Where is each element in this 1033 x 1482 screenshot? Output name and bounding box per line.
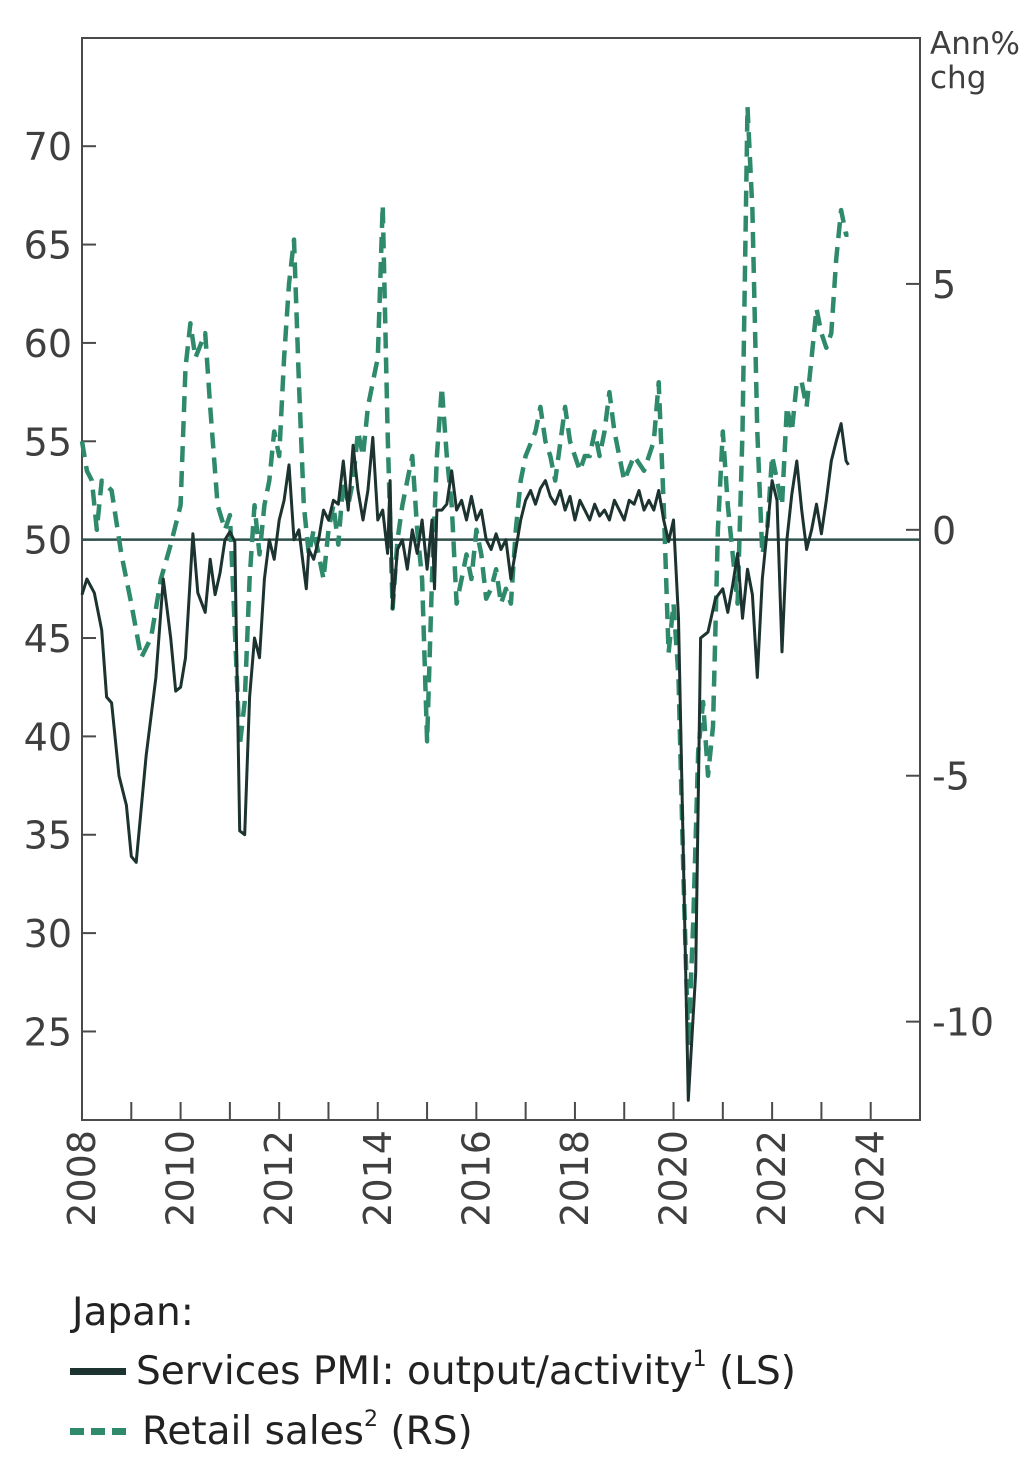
right-tick-label--5: -5 xyxy=(932,755,970,799)
left-tick-label-50: 50 xyxy=(24,519,72,563)
legend-swatch-solid xyxy=(70,1367,126,1375)
right-axis-unit-line-1: Ann% xyxy=(930,26,1020,62)
x-tick-label-2010: 2010 xyxy=(159,1130,203,1227)
right-tick-label--10: -10 xyxy=(932,1001,994,1045)
legend-title: Japan: xyxy=(72,1290,194,1335)
legend-item-services-pmi: Services PMI: output/activity1 (LS) xyxy=(70,1341,1030,1401)
x-tick-label-2022: 2022 xyxy=(750,1130,794,1227)
series-line-services-pmi xyxy=(80,422,850,1102)
chart: 25 30 35 40 45 50 55 60 65 70 -10 -5 0 5 Ann% chg 20… xyxy=(24,26,1020,1227)
left-tick-label-60: 60 xyxy=(24,322,72,366)
left-tick-label-45: 45 xyxy=(24,617,72,661)
left-tick-label-65: 65 xyxy=(24,224,72,268)
x-axis: 2008 2010 2012 2014 2016 2018 2020 2022 2024 xyxy=(60,1102,921,1227)
x-tick-label-2014: 2014 xyxy=(356,1130,400,1227)
series-group xyxy=(79,104,850,1102)
left-tick-label-30: 30 xyxy=(24,912,72,956)
x-tick-label-2016: 2016 xyxy=(454,1130,498,1227)
x-tick-label-2020: 2020 xyxy=(652,1130,696,1227)
legend: Japan: Services PMI: output/activity1 (L… xyxy=(70,1290,1030,1461)
x-tick-label-2012: 2012 xyxy=(257,1130,301,1227)
plot-frame xyxy=(81,37,921,1121)
left-tick-label-70: 70 xyxy=(24,125,72,169)
series-line-retail-sales xyxy=(79,104,849,1049)
left-tick-label-35: 35 xyxy=(24,814,72,858)
legend-item-retail-sales: Retail sales2 (RS) xyxy=(70,1401,1030,1461)
x-tick-label-2018: 2018 xyxy=(553,1130,597,1227)
x-tick-label-2008: 2008 xyxy=(60,1130,104,1227)
left-tick-label-25: 25 xyxy=(24,1010,72,1054)
left-tick-label-40: 40 xyxy=(24,715,72,759)
legend-label-retail-sales: Retail sales2 (RS) xyxy=(142,1406,473,1454)
legend-label-services-pmi: Services PMI: output/activity1 (LS) xyxy=(136,1346,796,1394)
right-tick-label-5: 5 xyxy=(932,263,956,307)
left-tick-label-55: 55 xyxy=(24,420,72,464)
left-axis: 25 30 35 40 45 50 55 60 65 70 xyxy=(24,125,96,1054)
right-tick-label-0: 0 xyxy=(932,509,956,553)
right-axis: -10 -5 0 5 xyxy=(906,263,994,1045)
x-tick-label-2024: 2024 xyxy=(849,1130,893,1227)
right-axis-unit-line-2: chg xyxy=(930,60,986,96)
legend-swatch-dashed xyxy=(70,1427,126,1435)
